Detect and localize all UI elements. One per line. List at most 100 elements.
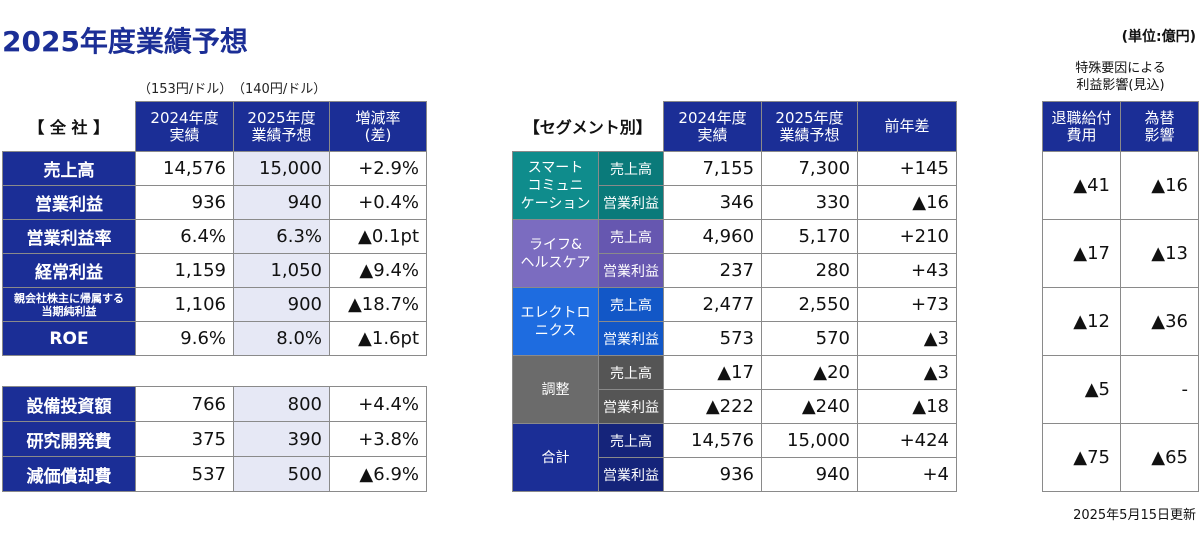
company-row: 営業利益率 6.4% 6.3% ▲0.1pt [2, 219, 427, 254]
segment-value-diff: +210 [857, 219, 958, 254]
segment-value-2025: ▲20 [761, 355, 859, 390]
segment-header-row: 【セグメント別】 2024年度 実績 2025年度 業績予想 前年差 [512, 101, 958, 152]
company-header-change: 増減率 (差) [329, 101, 427, 152]
impact-row: ▲75 ▲65 [1042, 423, 1199, 492]
page-title: 2025年度業績予想 [2, 25, 248, 58]
company-value-2024: 14,576 [135, 151, 234, 186]
capex-row: 減価償却費 537 500 ▲6.9% [2, 456, 427, 492]
company-header-row: 【 全 社 】 2024年度 実績 2025年度 業績予想 増減率 (差) [2, 101, 427, 152]
company-row: 売上高 14,576 15,000 +2.9% [2, 151, 427, 186]
company-value-2024: 6.4% [135, 219, 234, 254]
impact-header-row: 退職給付 費用 為替 影響 [1042, 101, 1199, 152]
segment-value-2024: 237 [663, 253, 763, 288]
fx-rate-2025: （140円/ドル） [232, 82, 327, 97]
company-value-2025: 15,000 [233, 151, 330, 186]
segment-value-2025: 330 [761, 185, 859, 220]
segment-value-diff: +43 [857, 253, 958, 288]
segment-header-diff: 前年差 [857, 101, 958, 152]
impact-note-line2: 利益影響(見込) [1076, 78, 1165, 93]
segment-value-2024: 4,960 [663, 219, 763, 254]
company-row-label: 営業利益率 [2, 219, 136, 254]
segment-name: エレクトロ ニクス [512, 287, 599, 356]
segment-row: 営業利益 573 570 ▲3 [513, 321, 958, 356]
impact-retirement-value: ▲5 [1042, 355, 1121, 424]
impact-header-retirement: 退職給付 費用 [1042, 101, 1121, 152]
company-value-2024: 1,106 [135, 287, 234, 322]
company-header-2025: 2025年度 業績予想 [233, 101, 330, 152]
segment-sales-label: 売上高 [597, 151, 665, 186]
company-value-2025: 940 [233, 185, 330, 220]
segment-sales-label: 売上高 [597, 423, 665, 458]
segment-value-2025: 2,550 [761, 287, 859, 322]
company-value-2024: 1,159 [135, 253, 234, 288]
company-value-change: ▲9.4% [329, 253, 427, 288]
segment-sales-label: 売上高 [597, 355, 665, 390]
segment-value-2024: 346 [663, 185, 763, 220]
segment-row: 営業利益 237 280 +43 [513, 253, 958, 288]
company-value-2025: 900 [233, 287, 330, 322]
segment-sales-label: 売上高 [597, 287, 665, 322]
company-row: 経常利益 1,159 1,050 ▲9.4% [2, 253, 427, 288]
segment-value-diff: ▲3 [857, 321, 958, 356]
company-value-2024: 9.6% [135, 321, 234, 356]
capex-row: 研究開発費 375 390 +3.8% [2, 421, 427, 457]
updated-date: 2025年5月15日更新 [1073, 508, 1196, 523]
segment-value-diff: +4 [857, 457, 958, 492]
impact-row: ▲5- [1042, 355, 1199, 424]
capex-value-2024: 766 [135, 386, 234, 422]
segment-sales-label: 売上高 [597, 219, 665, 254]
impact-retirement-value: ▲41 [1042, 151, 1121, 220]
segment-value-diff: ▲18 [857, 389, 958, 424]
impact-retirement-value: ▲75 [1042, 423, 1121, 492]
segment-op-label: 営業利益 [597, 457, 665, 492]
segment-header-label: 【セグメント別】 [512, 101, 664, 152]
impact-note-line1: 特殊要因による [1075, 61, 1166, 76]
segment-value-2024: 14,576 [663, 423, 763, 458]
impact-retirement-value: ▲12 [1042, 287, 1121, 356]
impact-row: ▲41 ▲16 [1042, 151, 1199, 220]
company-value-change: ▲18.7% [329, 287, 427, 322]
segment-header-2024: 2024年度 実績 [663, 101, 763, 152]
impact-fx-value: ▲65 [1120, 423, 1199, 492]
impact-fx-value: ▲36 [1120, 287, 1199, 356]
segment-value-2024: ▲222 [663, 389, 763, 424]
segment-row: スマート コミュニ ケーション 売上高 7,155 7,300 +145 [512, 151, 958, 220]
segment-name: スマート コミュニ ケーション [512, 151, 599, 220]
capex-value-2025: 500 [233, 456, 330, 492]
company-row: 親会社株主に帰属する 当期純利益 1,106 900 ▲18.7% [2, 287, 427, 322]
segment-value-diff: +424 [857, 423, 958, 458]
company-row: 営業利益 936 940 +0.4% [2, 185, 427, 220]
segment-value-diff: ▲16 [857, 185, 958, 220]
segment-value-2025: 15,000 [761, 423, 859, 458]
impact-header-fx: 為替 影響 [1120, 101, 1199, 152]
impact-retirement-value: ▲17 [1042, 219, 1121, 288]
capex-value-change: +4.4% [329, 386, 427, 422]
company-header-label: 【 全 社 】 [2, 101, 136, 152]
company-value-2025: 8.0% [233, 321, 330, 356]
segment-value-diff: +73 [857, 287, 958, 322]
company-value-change: ▲1.6pt [329, 321, 427, 356]
segment-name: 合計 [512, 423, 599, 492]
segment-value-2024: 936 [663, 457, 763, 492]
capex-value-2024: 537 [135, 456, 234, 492]
capex-row-label: 減価償却費 [2, 456, 136, 492]
segment-value-2025: 5,170 [761, 219, 859, 254]
segment-header-2025: 2025年度 業績予想 [761, 101, 859, 152]
company-value-2024: 936 [135, 185, 234, 220]
segment-op-label: 営業利益 [597, 389, 665, 424]
segment-table: 【セグメント別】 2024年度 実績 2025年度 業績予想 前年差 スマート … [512, 101, 958, 492]
company-row-label: 売上高 [2, 151, 136, 186]
segment-row: 営業利益 346 330 ▲16 [513, 185, 958, 220]
segment-row: エレクトロ ニクス 売上高 2,477 2,550 +73 [512, 287, 958, 356]
segment-op-label: 営業利益 [597, 321, 665, 356]
unit-label: (単位:億円) [1121, 29, 1196, 45]
capex-value-2024: 375 [135, 421, 234, 457]
segment-value-2024: ▲17 [663, 355, 763, 390]
segment-row: 合計 売上高 14,576 15,000 +424 [512, 423, 958, 492]
company-value-change: +2.9% [329, 151, 427, 186]
segment-value-2025: 280 [761, 253, 859, 288]
segment-value-2025: 940 [761, 457, 859, 492]
capex-value-2025: 390 [233, 421, 330, 457]
impact-row: ▲17 ▲13 [1042, 219, 1199, 288]
capex-value-2025: 800 [233, 386, 330, 422]
